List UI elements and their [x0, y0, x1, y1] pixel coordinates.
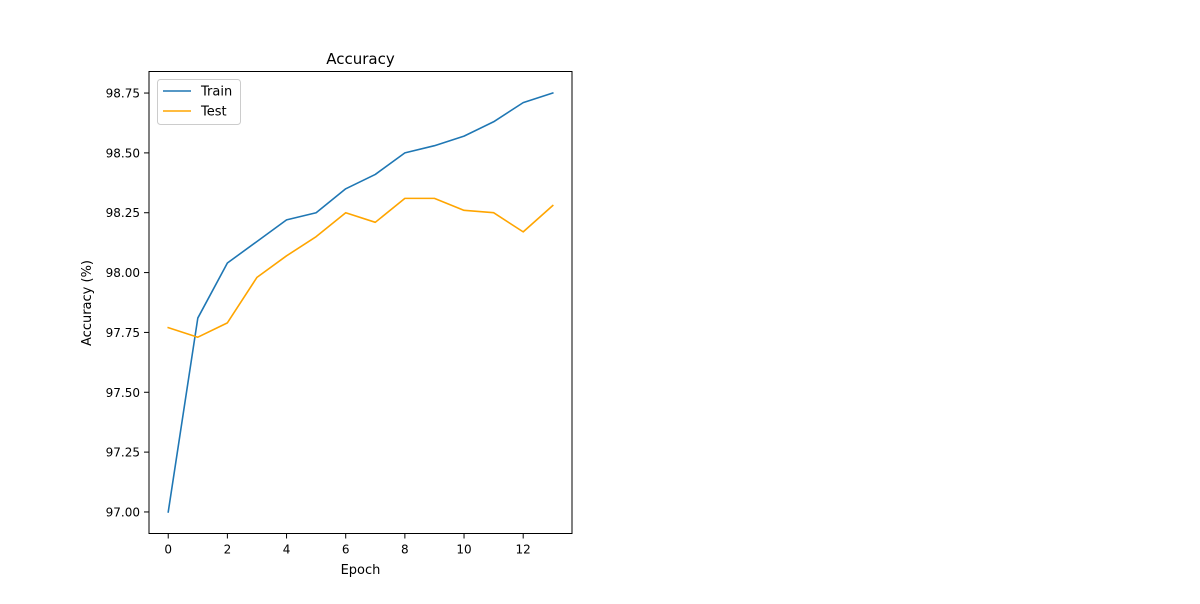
plot-frame [148, 71, 573, 534]
series-lines [167, 92, 554, 513]
x-tick-label: 12 [516, 543, 531, 557]
x-tick-label: 2 [224, 543, 232, 557]
axis-ticks: 0 2 4 6 8 10 12 97.00 97.25 97.50 97.75 98.00 98.25 9… [106, 87, 531, 557]
chart-title: Accuracy [326, 50, 395, 68]
y-tick-label: 97.50 [106, 386, 140, 400]
series-line-train [167, 92, 554, 513]
y-tick-label: 97.00 [106, 505, 140, 519]
x-axis-label: Epoch [341, 563, 381, 578]
y-tick-label: 98.50 [106, 146, 140, 160]
y-tick-label: 98.00 [106, 266, 140, 280]
y-tick-label: 97.25 [106, 446, 140, 460]
x-tick-label: 10 [456, 543, 471, 557]
x-tick-label: 6 [342, 543, 350, 557]
y-tick-label: 98.25 [106, 206, 140, 220]
y-axis-label: Accuracy (%) [80, 260, 95, 346]
legend-label-test: Test [200, 105, 227, 120]
x-tick-label: 0 [164, 543, 172, 557]
y-tick-label: 97.75 [106, 326, 140, 340]
series-line-test [167, 197, 554, 339]
y-tick-label: 98.75 [106, 87, 140, 101]
x-tick-label: 8 [401, 543, 409, 557]
legend-label-train: Train [200, 85, 232, 100]
legend: Train Test [157, 79, 241, 125]
x-tick-label: 4 [283, 543, 291, 557]
